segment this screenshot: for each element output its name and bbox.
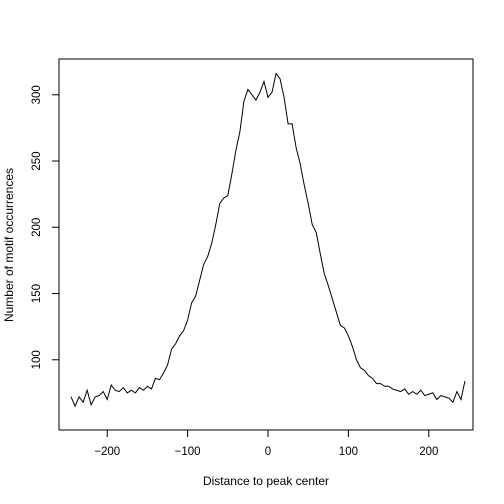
- x-tick-label: −100: [175, 446, 201, 458]
- y-tick-label: 200: [31, 218, 43, 237]
- y-tick-label: 150: [31, 284, 43, 303]
- y-tick-label: 100: [31, 350, 43, 369]
- plot-frame: [58, 58, 474, 431]
- x-axis-label: Distance to peak center: [203, 474, 329, 488]
- x-tick-label: 0: [265, 446, 271, 458]
- x-tick-label: 200: [419, 446, 438, 458]
- y-tick-label: 250: [31, 151, 43, 170]
- y-axis: 100 150 200 250 300: [31, 85, 60, 369]
- x-tick-label: 100: [339, 446, 358, 458]
- x-axis: −200 −100 0 100 200: [94, 429, 438, 458]
- x-tick-label: −200: [94, 446, 120, 458]
- series-line: [70, 72, 466, 408]
- y-axis-label: Number of motif occurrences: [2, 168, 16, 322]
- y-tick-label: 300: [31, 85, 43, 104]
